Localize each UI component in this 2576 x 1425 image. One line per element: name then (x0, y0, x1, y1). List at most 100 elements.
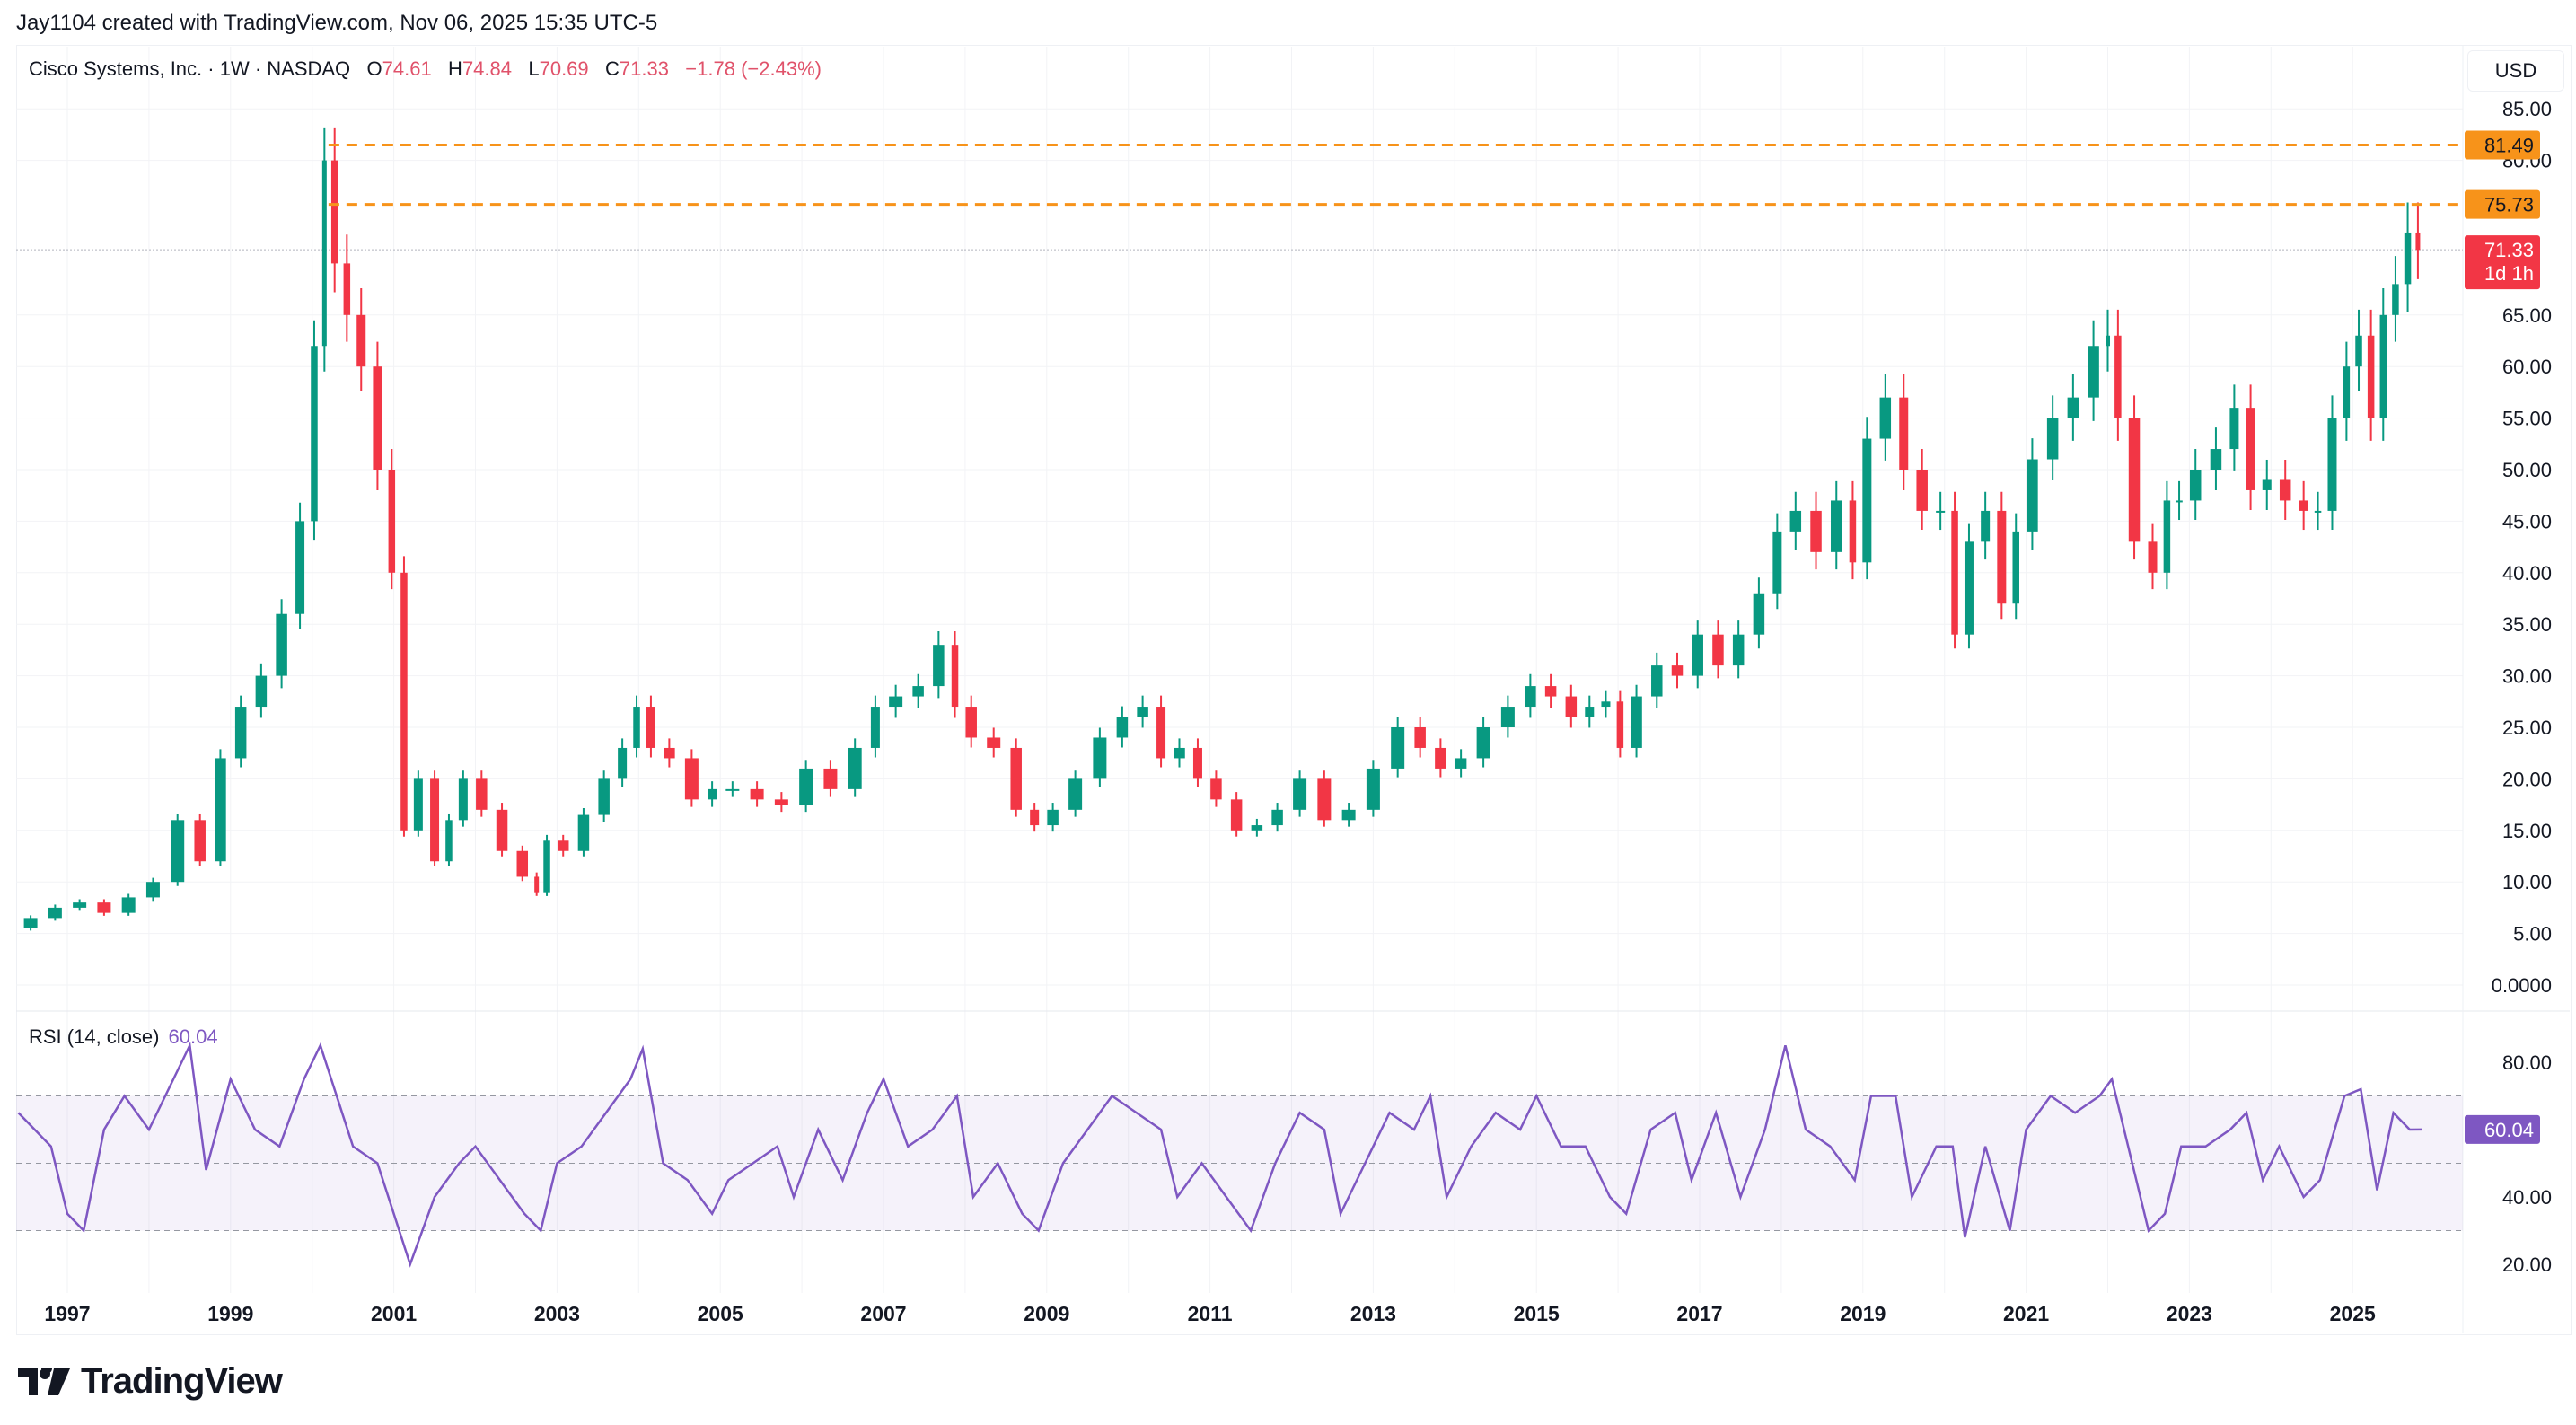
candle-body (121, 897, 136, 913)
open-label: O (366, 57, 382, 80)
close-value: 71.33 (619, 57, 669, 80)
candle-body (2176, 500, 2183, 503)
high-label: H (448, 57, 462, 80)
price-tick-label: 0.0000 (2492, 974, 2552, 997)
candle-body (1525, 686, 1536, 708)
change-value: −1.78 (−2.43%) (685, 57, 822, 80)
candle-body (1317, 778, 1332, 821)
candle-body (1951, 510, 1958, 635)
level-price-badge (2465, 130, 2540, 160)
rsi-tick-label: 80.00 (2502, 1051, 2552, 1074)
time-tick-label: 1997 (44, 1302, 90, 1325)
candle-body (2299, 500, 2308, 511)
price-tick-label: 5.00 (2513, 923, 2552, 946)
candle-body (1964, 541, 1974, 635)
candle-body (388, 470, 396, 573)
candle-body (276, 613, 287, 676)
tradingview-logo[interactable]: TradingView (18, 1361, 283, 1402)
price-tick-label: 40.00 (2502, 562, 2552, 585)
last-price-badge (2465, 235, 2540, 290)
candle-body (215, 758, 226, 862)
open-value: 74.61 (382, 57, 432, 80)
candle-body (1093, 737, 1107, 779)
candle-body (145, 882, 160, 898)
candle-body (171, 820, 185, 883)
candle-body (413, 778, 423, 831)
candle-body (1068, 778, 1083, 810)
candle-body (400, 572, 408, 831)
time-tick-label: 2007 (860, 1302, 906, 1325)
candle-body (664, 747, 675, 759)
candle-body (343, 263, 351, 315)
candle-body (476, 778, 488, 810)
candle-body (496, 809, 508, 851)
price-tick-label: 30.00 (2502, 665, 2552, 688)
time-tick-label: 2005 (698, 1302, 743, 1325)
candle-body (2046, 418, 2059, 460)
candle-body (430, 778, 440, 862)
level-price-label: 75.73 (2484, 194, 2534, 216)
price-tick-label: 60.00 (2502, 356, 2552, 378)
time-tick-label: 2009 (1024, 1302, 1069, 1325)
candle-body (2246, 408, 2255, 490)
candle-body (1476, 727, 1490, 759)
price-tick-label: 65.00 (2502, 304, 2552, 327)
candle-body (965, 707, 977, 738)
candle-body (1174, 747, 1185, 759)
candle-body (1251, 825, 1263, 831)
candle-body (2210, 449, 2222, 470)
candle-body (1030, 809, 1040, 826)
close-label: C (605, 57, 620, 80)
candle-body (1671, 665, 1684, 676)
symbol-legend: Cisco Systems, Inc. · 1W · NASDAQ O74.61… (29, 57, 822, 81)
price-tick-label: 10.00 (2502, 871, 2552, 893)
tradingview-logo-text: TradingView (81, 1361, 283, 1401)
candle-body (1651, 665, 1663, 697)
candle-body (2027, 459, 2038, 532)
candle-body (1899, 397, 1909, 470)
candle-body (933, 645, 945, 687)
tradingview-logo-icon (18, 1368, 70, 1395)
candle-body (2128, 418, 2141, 542)
candle-body (356, 314, 366, 367)
price-tick-label: 25.00 (2502, 717, 2552, 739)
price-tick-label: 45.00 (2502, 510, 2552, 532)
candle-body (1192, 747, 1202, 779)
time-tick-label: 2025 (2330, 1302, 2376, 1325)
candle-body (73, 902, 87, 908)
low-label: L (528, 57, 540, 80)
candle-body (633, 707, 640, 748)
candle-body (1544, 686, 1557, 697)
candle-body (1753, 593, 1765, 635)
candle-body (1047, 809, 1059, 826)
currency-button[interactable]: USD (2467, 50, 2564, 92)
candle-body (577, 814, 590, 851)
candle-body (534, 876, 540, 893)
candle-body (2067, 397, 2079, 418)
candle-body (1981, 510, 1991, 542)
time-tick-label: 2003 (534, 1302, 580, 1325)
candle-body (557, 840, 569, 851)
candle-body (725, 788, 740, 791)
candle-body (823, 768, 838, 789)
time-tick-label: 2023 (2167, 1302, 2212, 1325)
candle-body (1616, 701, 1624, 748)
candle-body (445, 820, 453, 862)
rsi-tick-label: 20.00 (2502, 1253, 2552, 1276)
candle-body (1692, 634, 1703, 676)
candle-body (2163, 500, 2171, 573)
candle-body (1230, 799, 1243, 831)
candle-body (2114, 335, 2122, 418)
candle-body (2189, 470, 2202, 501)
candle-body (1293, 778, 1307, 810)
rsi-line (17, 1041, 2422, 1268)
chart-frame (16, 45, 2572, 1335)
candle-body (2106, 335, 2110, 347)
candle-body (1391, 727, 1405, 769)
candle-body (1010, 747, 1022, 810)
candle-body (1565, 696, 1578, 717)
candle-body (912, 686, 924, 697)
symbol-title: Cisco Systems, Inc. · 1W · NASDAQ (29, 57, 351, 80)
candle-body (1862, 438, 1872, 563)
